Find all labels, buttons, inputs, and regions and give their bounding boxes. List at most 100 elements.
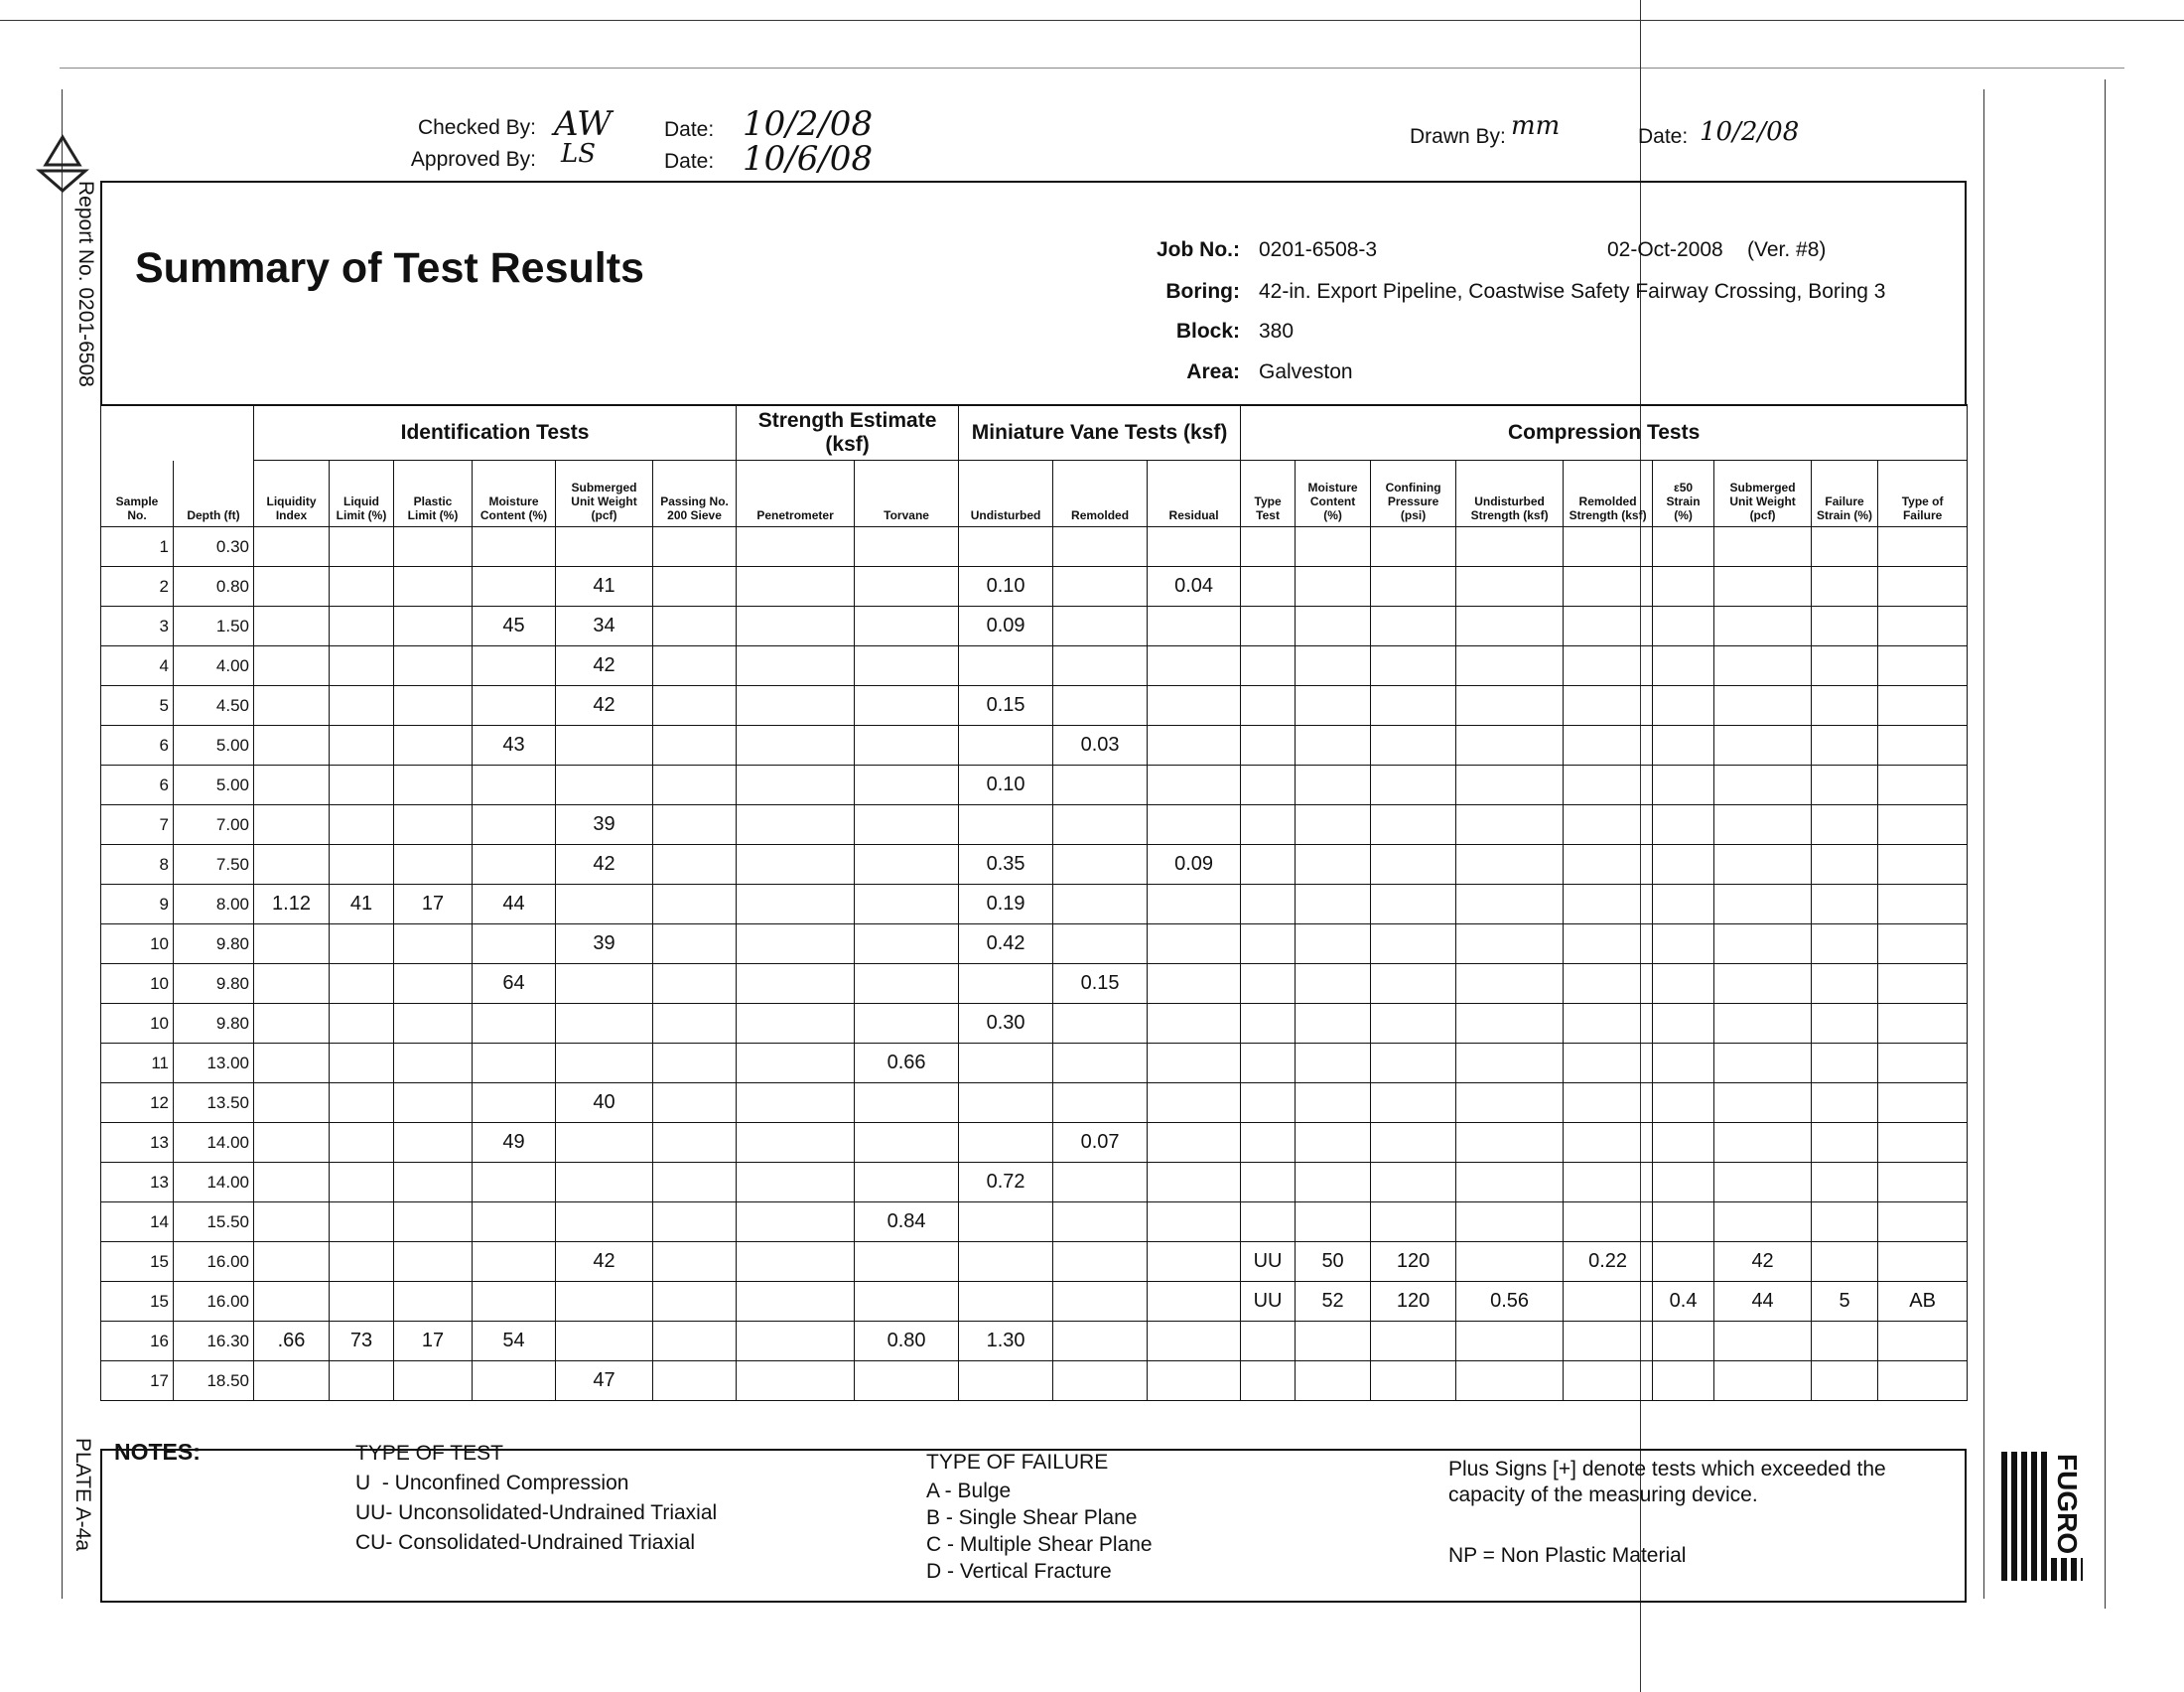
table-cell <box>1240 566 1297 607</box>
table-cell <box>1563 923 1654 964</box>
column-header: Submerged Unit Weight (pcf) <box>555 460 653 527</box>
table-cell: 17 <box>393 884 473 924</box>
table-cell: 0.10 <box>958 566 1054 607</box>
table-cell <box>555 1122 653 1163</box>
table-cell <box>1811 844 1879 885</box>
table-cell <box>1713 645 1813 686</box>
border-line <box>62 89 63 1599</box>
table-row: 13 14.00 49 0.07 <box>100 1122 1969 1163</box>
table-cell <box>1563 1162 1654 1202</box>
failure-item: D - Vertical Fracture <box>926 1560 1112 1583</box>
table-cell: 17 <box>393 1321 473 1361</box>
table-cell <box>1052 765 1149 805</box>
table-cell <box>651 645 738 686</box>
table-cell: 54 <box>472 1321 556 1361</box>
table-cell <box>736 1003 856 1044</box>
table-cell: 0.10 <box>958 765 1054 805</box>
plate-label: PLATE A-4a <box>71 1438 94 1552</box>
table-cell <box>329 1003 394 1044</box>
drawn-by-label: Drawn By: <box>1410 125 1506 148</box>
table-cell: 0.4 <box>1652 1281 1715 1322</box>
table-cell <box>1877 844 1969 885</box>
table-cell <box>736 725 856 766</box>
table-cell <box>651 1162 738 1202</box>
table-cell: 8 <box>100 844 174 885</box>
table-cell <box>1455 1360 1565 1401</box>
table-cell <box>555 765 653 805</box>
table-cell <box>1563 566 1654 607</box>
approved-date-label: Date: <box>664 150 715 173</box>
field-value: 380 <box>1259 320 1295 343</box>
table-cell: 52 <box>1295 1281 1372 1322</box>
table-cell <box>651 685 738 726</box>
table-cell <box>1563 1003 1654 1044</box>
table-cell <box>1295 804 1372 845</box>
approved-date: 10/6/08 <box>743 139 874 179</box>
table-cell <box>651 1122 738 1163</box>
table-cell <box>1877 1082 1969 1123</box>
table-cell <box>1240 725 1297 766</box>
table-row: 11 13.00 0.66 <box>100 1043 1969 1083</box>
column-header: Depth (ft) <box>173 460 254 527</box>
table-cell <box>1370 1003 1457 1044</box>
table-cell <box>736 1241 856 1282</box>
border-line <box>1983 89 1984 1599</box>
table-cell <box>1713 606 1813 646</box>
table-row: 13 14.00 0.72 <box>100 1162 1969 1202</box>
table-cell <box>854 526 960 567</box>
table-cell: 9.80 <box>173 923 254 964</box>
table-row: 15 16.00 UU 52 120 0.56 0.4 44 5 AB <box>100 1281 1969 1322</box>
table-cell: 0.56 <box>1455 1281 1565 1322</box>
approved-by-label: Approved By: <box>410 148 536 171</box>
table-cell <box>393 1082 473 1123</box>
table-cell: 41 <box>555 566 653 607</box>
table-cell <box>854 1162 960 1202</box>
table-cell <box>736 923 856 964</box>
group-header: Compression Tests <box>1240 404 1969 461</box>
table-cell <box>1052 685 1149 726</box>
table-cell <box>1811 566 1879 607</box>
table-cell <box>1295 1122 1372 1163</box>
table-cell <box>1455 765 1565 805</box>
table-cell <box>1877 923 1969 964</box>
table-cell <box>393 1162 473 1202</box>
table-cell <box>1877 804 1969 845</box>
field-label: Area: <box>1186 360 1240 383</box>
table-cell: 7 <box>100 804 174 845</box>
table-cell <box>854 884 960 924</box>
table-cell <box>1811 526 1879 567</box>
table-cell <box>651 1201 738 1242</box>
table-cell <box>329 725 394 766</box>
table-cell <box>1295 606 1372 646</box>
table-cell: 39 <box>555 923 653 964</box>
table-cell: 10 <box>100 923 174 964</box>
table-cell <box>472 526 556 567</box>
table-cell <box>393 963 473 1004</box>
table-cell <box>1811 1360 1879 1401</box>
table-cell <box>329 1281 394 1322</box>
column-header: Type of Failure <box>1877 460 1969 527</box>
drawn-by: mm <box>1511 111 1561 141</box>
table-cell: 50 <box>1295 1241 1372 1282</box>
group-header: Strength Estimate (ksf) <box>736 404 960 461</box>
table-cell <box>329 1360 394 1401</box>
table-cell <box>736 606 856 646</box>
table-cell: UU <box>1240 1281 1297 1322</box>
group-row: Identification Tests Strength Estimate (k… <box>100 404 1969 461</box>
table-cell <box>958 1122 1054 1163</box>
table-cell <box>253 1241 330 1282</box>
table-cell <box>1877 566 1969 607</box>
report-date: 02-Oct-2008 <box>1607 238 1723 261</box>
table-cell: 16 <box>100 1321 174 1361</box>
table-cell: 5 <box>100 685 174 726</box>
border-line <box>2105 79 2106 1609</box>
field-value: 0201-6508-3 <box>1259 238 1378 261</box>
table-cell <box>1147 1241 1242 1282</box>
table-cell <box>736 526 856 567</box>
table-cell <box>393 1003 473 1044</box>
table-cell <box>1147 1043 1242 1083</box>
table-cell <box>958 645 1054 686</box>
table-cell <box>329 1162 394 1202</box>
table-cell <box>1563 685 1654 726</box>
table-cell <box>1370 1082 1457 1123</box>
